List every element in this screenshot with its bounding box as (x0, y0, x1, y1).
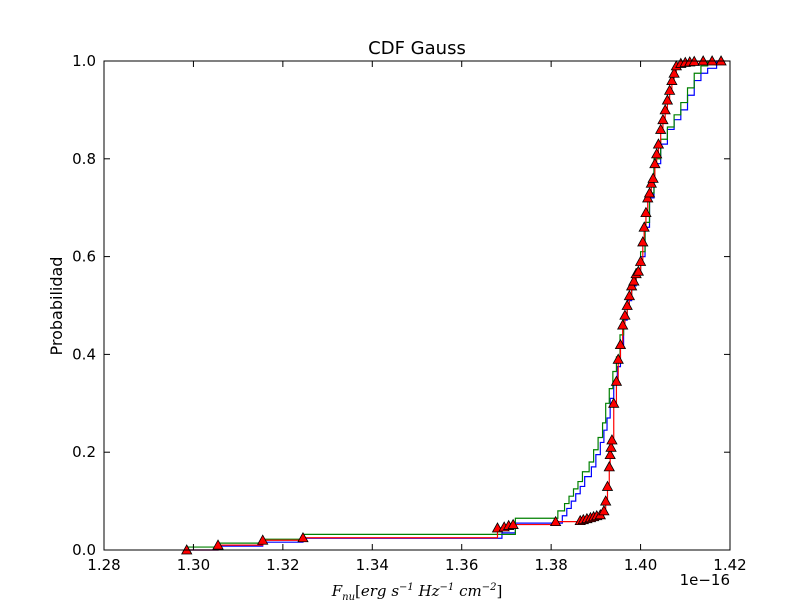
xlabel-sub: nu (342, 592, 355, 603)
y-tick-label: 0.6 (72, 248, 96, 266)
series-2-point (663, 84, 676, 95)
x-tick-label: 1.32 (266, 556, 299, 574)
y-axis-label: Probabilidad (47, 257, 66, 356)
series-2-point (297, 531, 309, 543)
series-2-point (643, 187, 656, 198)
series-2-point (257, 534, 269, 545)
series-2-point (617, 319, 629, 330)
series-2-point (655, 123, 667, 134)
series-2-point (608, 397, 620, 408)
xlabel-open-bracket: [ (355, 582, 361, 600)
plot-background (104, 61, 730, 550)
y-tick-label: 1.0 (72, 52, 96, 70)
series-2-point (549, 515, 562, 527)
xlabel-close-bracket: ] (496, 582, 502, 600)
series-2-point (600, 495, 612, 506)
x-tick-label: 1.42 (713, 556, 746, 574)
series-2-point (507, 518, 519, 529)
series-0-line (186, 60, 722, 551)
series-2-point (640, 206, 652, 217)
series-2-point (628, 275, 640, 286)
series-2-point (621, 299, 633, 310)
series-2-point (647, 172, 659, 183)
y-tick-label: 0.4 (72, 345, 96, 363)
series-2-point (634, 255, 647, 266)
xlabel-sup-1: −1 (399, 582, 414, 593)
x-tick-label: 1.36 (445, 556, 478, 574)
xlabel-sup-2: −1 (440, 582, 455, 593)
y-tick-label: 0.0 (72, 541, 96, 559)
chart-title: CDF Gauss (368, 38, 466, 59)
xlabel-cm: cm (459, 582, 482, 600)
y-tick-label: 0.2 (72, 443, 96, 461)
series-1-line (186, 60, 713, 548)
x-axis-label: Fnu[erg s−1 Hz−1 cm−2] (331, 582, 503, 603)
x-tick-label: 1.28 (87, 556, 120, 574)
series-2-point (623, 289, 636, 301)
series-2-point (601, 480, 614, 491)
x-tick-label: 1.30 (177, 556, 210, 574)
xlabel-hz: Hz (418, 582, 440, 600)
xlabel-base: F (331, 582, 343, 600)
series-2-point (212, 539, 224, 550)
series-2-point (605, 441, 617, 452)
series-2-point (614, 338, 627, 350)
plot-frame (103, 60, 731, 551)
series-2-point (612, 353, 624, 364)
x-tick-label: 1.40 (624, 556, 657, 574)
x-offset-label: 1e−16 (680, 571, 730, 589)
series-2-point (649, 157, 661, 169)
xlabel-erg: erg (361, 582, 387, 600)
xlabel-sup-3: −2 (482, 582, 497, 593)
series-2-point (606, 434, 618, 445)
series-2-point (666, 74, 678, 85)
series-2-point (603, 461, 615, 472)
plot-area (103, 55, 731, 555)
x-tick-label: 1.38 (534, 556, 567, 574)
series-2-point (652, 138, 665, 149)
series-2-point (610, 375, 623, 386)
series-2-point (661, 94, 674, 105)
x-tick-label: 1.34 (356, 556, 389, 574)
series-2-point (637, 236, 649, 247)
series-2-point (604, 448, 616, 460)
series-2-point (668, 67, 680, 78)
y-tick-label: 0.8 (72, 150, 96, 168)
y-axis-ticks: 0.0 0.2 0.4 0.6 0.8 1.0 (72, 52, 730, 559)
x-axis-ticks: 1.28 1.30 1.32 1.34 1.36 1.38 1.40 1.42 (87, 61, 747, 574)
series-2-point (632, 265, 645, 276)
series-2-point (659, 104, 671, 115)
series-2-point (650, 148, 663, 159)
series-2-point (657, 113, 669, 125)
series-2-point (619, 309, 631, 320)
series-2-point (638, 221, 650, 232)
xlabel-s: s (391, 582, 399, 600)
series-2-point (598, 505, 610, 516)
